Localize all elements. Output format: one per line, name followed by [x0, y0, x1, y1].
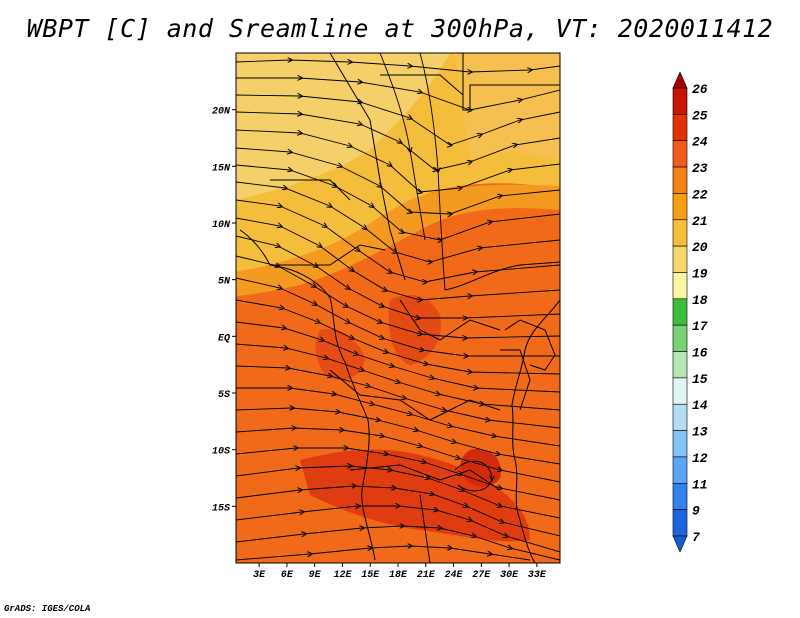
colorbar-label: 9: [692, 504, 700, 519]
colorbar-swatch: [672, 245, 688, 273]
coastlines-borders: [239, 53, 560, 563]
lon-tick-label: 27E: [472, 570, 491, 581]
colorbar: 26 25 24 23 22 21 20 19 18 17 16 15 14 13 12 11 9 7: [672, 71, 708, 553]
colorbar-swatch: [672, 193, 688, 221]
colorbar-swatch: [672, 140, 688, 168]
lat-tick-label: 10N: [212, 220, 231, 231]
colorbar-label: 14: [692, 398, 708, 413]
colorbar-swatch: [672, 324, 688, 352]
colorbar-label: 21: [692, 214, 708, 229]
colorbar-swatch: [672, 482, 688, 510]
streamlines: [236, 53, 560, 561]
lat-tick-label: 15N: [212, 163, 231, 174]
colorbar-swatch: [672, 377, 688, 405]
lon-tick-label: 24E: [445, 570, 464, 581]
colorbar-swatch: [672, 219, 688, 247]
lat-tick-label: 10S: [212, 447, 230, 458]
lon-tick-label: 3E: [253, 570, 266, 581]
colorbar-label: 20: [692, 240, 708, 255]
colorbar-swatch: [672, 535, 688, 553]
colorbar-swatch: [672, 71, 688, 89]
colorbar-swatch: [672, 298, 688, 326]
colorbar-swatch: [672, 430, 688, 458]
colorbar-label: 7: [692, 530, 700, 545]
colorbar-swatch: [672, 87, 688, 115]
lon-tick-label: 6E: [281, 570, 294, 581]
map-axes: 3E 6E 9E 12E 15E 18E 21E 24E 27E 30E 33E 20N 15N 10N 5…: [212, 107, 547, 581]
colorbar-swatch: [672, 403, 688, 431]
colorbar-label: 12: [692, 451, 708, 466]
colorbar-label: 11: [692, 477, 708, 492]
colorbar-swatch: [672, 509, 688, 537]
lon-tick-label: 30E: [500, 570, 519, 581]
lat-tick-label: 5N: [218, 277, 231, 288]
lon-tick-label: 9E: [309, 570, 322, 581]
grads-credit: GrADS: IGES/COLA: [4, 604, 91, 614]
colorbar-label: 22: [692, 187, 708, 202]
colorbar-label: 16: [692, 346, 708, 361]
colorbar-label: 24: [692, 135, 708, 150]
colorbar-label: 13: [692, 425, 708, 440]
wbpt-northeast-band: [455, 53, 560, 160]
chart-title: WBPT [C] and Sreamline at 300hPa, VT: 20…: [26, 14, 774, 43]
colorbar-swatch: [672, 351, 688, 379]
colorbar-swatch: [672, 456, 688, 484]
lon-tick-label: 18E: [389, 570, 408, 581]
colorbar-label: 17: [692, 319, 708, 334]
colorbar-label: 18: [692, 293, 708, 308]
colorbar-label: 19: [692, 266, 708, 281]
lat-tick-label: 5S: [218, 390, 230, 401]
colorbar-swatch: [672, 166, 688, 194]
lat-tick-label: 15S: [212, 503, 230, 514]
colorbar-swatch: [672, 272, 688, 300]
lon-tick-label: 12E: [333, 570, 352, 581]
lat-tick-label: 20N: [212, 107, 231, 118]
lat-tick-label: EQ: [218, 333, 230, 344]
lon-tick-label: 33E: [528, 570, 547, 581]
colorbar-label: 25: [692, 108, 708, 123]
colorbar-swatch: [672, 114, 688, 142]
colorbar-label: 23: [692, 161, 708, 176]
colorbar-label: 15: [692, 372, 708, 387]
map-panel: [236, 53, 560, 563]
lon-tick-label: 15E: [361, 570, 380, 581]
colorbar-label: 26: [692, 82, 708, 97]
lon-tick-label: 21E: [417, 570, 436, 581]
